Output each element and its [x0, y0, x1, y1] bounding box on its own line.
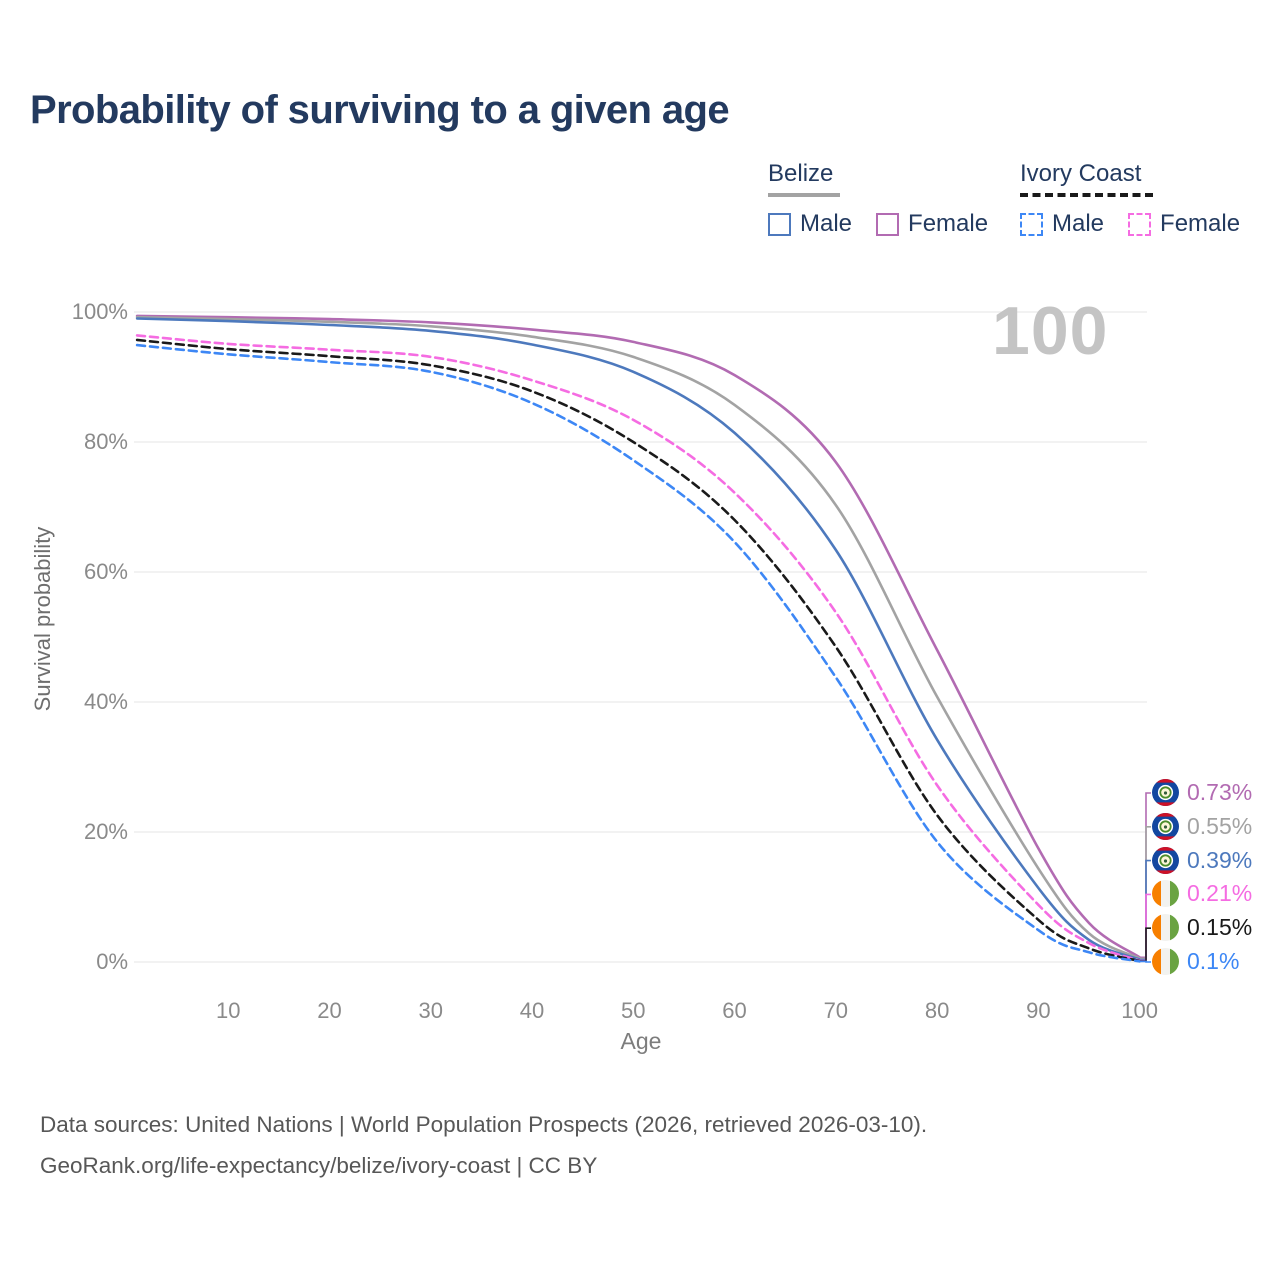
ivory-coast-flag-icon [1152, 880, 1179, 908]
end-label-value: 0.21% [1187, 880, 1253, 907]
legend-item-label: Male [1052, 210, 1105, 237]
legend-group-ivory-coast: Ivory Coast Male Female [1020, 160, 1240, 238]
x-tick-label-20: 20 [317, 998, 342, 1023]
x-tick-label-70: 70 [823, 998, 849, 1023]
belize-male-swatch-icon [768, 212, 791, 236]
x-tick-label-80: 80 [924, 998, 950, 1023]
legend-item-belize-male: Male [768, 210, 852, 238]
x-axis-label: Age [620, 1028, 662, 1054]
ivory-coast-flag-icon [1152, 914, 1179, 942]
ivory-coast-female-swatch-icon [1128, 212, 1152, 236]
x-tick-label-50: 50 [621, 998, 646, 1023]
belize-solid-line-sample [768, 193, 840, 197]
legend-item-ivory-coast-male: Male [1020, 210, 1104, 238]
end-label-belize-male: 0.39% [1152, 846, 1253, 874]
belize-female-swatch-icon [876, 212, 900, 236]
end-label-belize-both-sexes: 0.55% [1152, 812, 1253, 840]
x-tick-label-30: 30 [418, 998, 443, 1023]
legend-header-ivory-coast: Ivory Coast [1020, 160, 1142, 187]
x-tick-label-60: 60 [722, 998, 747, 1023]
belize-flag-icon [1152, 812, 1179, 840]
belize-flag-icon [1152, 779, 1179, 806]
legend-item-belize-female: Female [876, 210, 988, 238]
attribution-line: GeoRank.org/life-expectancy/belize/ivory… [40, 1153, 598, 1178]
end-label-value: 0.73% [1187, 779, 1253, 805]
ivory-coast-flag-icon [1152, 948, 1179, 975]
legend-item-label: Female [1160, 210, 1241, 237]
y-tick-label-80: 80% [83, 429, 128, 454]
series-line-ivory-coast-female [135, 334, 1141, 962]
y-tick-label-100: 100% [71, 299, 128, 324]
footer: Data sources: United Nations | World Pop… [40, 1104, 927, 1186]
end-label-value: 0.39% [1187, 846, 1253, 873]
series-line-belize-female [135, 314, 1141, 959]
y-tick-label-60: 60% [83, 559, 128, 584]
x-tick-label-40: 40 [519, 998, 545, 1023]
series-line-ivory-coast-both-sexes [135, 338, 1141, 963]
legend-item-ivory-coast-female: Female [1128, 210, 1240, 238]
page-title: Probability of surviving to a given age [30, 88, 730, 132]
belize-flag-icon [1152, 846, 1179, 874]
legend-item-label: Female [908, 210, 989, 237]
end-label-ivory-coast-male: 0.1% [1152, 948, 1239, 975]
y-tick-label-20: 20% [83, 819, 128, 844]
data-source-line: Data sources: United Nations | World Pop… [40, 1112, 928, 1137]
end-label-value: 0.15% [1187, 914, 1253, 941]
end-label-belize-female: 0.73% [1152, 779, 1252, 806]
ivory-coast-dashed-line-sample [1020, 193, 1153, 197]
end-label-ivory-coast-both-sexes: 0.15% [1152, 914, 1253, 942]
x-tick-label-90: 90 [1026, 998, 1051, 1023]
series-line-belize-both-sexes [135, 315, 1141, 960]
end-label-value: 0.55% [1187, 812, 1253, 839]
x-tick-label-100: 100 [1121, 998, 1158, 1023]
leader-line [1140, 960, 1151, 963]
end-label-ivory-coast-female: 0.21% [1152, 880, 1253, 908]
series-line-belize-male [135, 317, 1141, 961]
end-label-value: 0.1% [1187, 948, 1240, 974]
legend-group-belize: Belize Male Female [768, 160, 988, 238]
y-tick-label-0: 0% [96, 949, 128, 974]
ivory-coast-male-swatch-icon [1020, 212, 1043, 236]
x-tick-label-10: 10 [216, 998, 241, 1023]
series-line-ivory-coast-male [135, 343, 1141, 963]
leader-line [1140, 927, 1151, 962]
age-counter-watermark: 100 [992, 293, 1109, 369]
legend-item-label: Male [800, 210, 853, 237]
legend-header-belize: Belize [768, 160, 834, 187]
y-tick-label-40: 40% [83, 689, 128, 714]
